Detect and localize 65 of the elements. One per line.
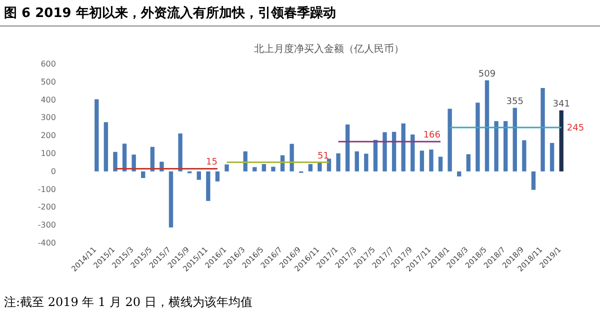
bar: [484, 80, 490, 172]
y-tick-label: 600: [40, 60, 56, 68]
bar: [122, 144, 127, 172]
chart-title: 图 6 2019 年初以来，外资流入有所加快，引领春季躁动: [4, 5, 336, 21]
bar: [503, 121, 508, 172]
bar: [429, 150, 434, 172]
bar: [392, 132, 396, 172]
bar: [336, 153, 340, 172]
bar: [550, 142, 554, 172]
bar: [326, 158, 332, 172]
bar: [522, 140, 526, 172]
bar: [494, 121, 498, 172]
bar: [354, 151, 359, 172]
bar: [262, 164, 266, 172]
bar: [308, 164, 313, 172]
bar: [373, 140, 378, 172]
y-tick-label: 0: [50, 166, 56, 176]
y-tick-label: 500: [40, 77, 56, 86]
data-label: 341: [552, 99, 570, 110]
bar: [271, 166, 276, 172]
bar: [476, 102, 480, 172]
bar: [345, 124, 350, 172]
y-tick-label: -300: [38, 220, 56, 230]
y-tick-label: 400: [40, 95, 56, 104]
data-label: 509: [478, 69, 496, 80]
bar: [382, 132, 387, 172]
y-tick-label: 100: [40, 149, 56, 158]
bar: [224, 164, 229, 172]
y-tick-label: -100: [38, 184, 56, 194]
y-tick-label: 300: [40, 113, 56, 122]
bar: [512, 108, 517, 172]
data-label: 51: [318, 151, 329, 162]
bar: [132, 154, 136, 172]
data-label: 15: [206, 158, 218, 168]
bar: [104, 122, 108, 172]
bar: [178, 133, 182, 172]
bar: [168, 171, 174, 228]
bar: [215, 171, 220, 182]
text: 注:截至 2019 年 1 月 20 日，横线为该年均值: [4, 295, 252, 309]
bar: [252, 167, 257, 172]
bar: [150, 146, 155, 172]
data-label: 245: [566, 124, 584, 134]
bar: [410, 134, 415, 172]
bar: [113, 152, 118, 172]
bar: [559, 110, 564, 172]
bar: [94, 99, 99, 172]
bar: [540, 88, 545, 172]
bar: [206, 171, 210, 201]
bar: [448, 108, 452, 172]
bar: [457, 171, 462, 176]
bar: [290, 144, 294, 172]
chart-subtitle: 北上月度净买入金额（亿人民币）: [254, 43, 404, 55]
bar: [196, 171, 201, 180]
y-tick-label: -400: [38, 238, 56, 248]
y-tick-label: -200: [38, 202, 56, 212]
bar: [141, 171, 146, 178]
bar: [531, 171, 536, 190]
bar: [466, 154, 471, 172]
y-tick-label: 200: [40, 131, 56, 140]
data-label: 166: [423, 130, 441, 141]
data-label: 355: [506, 96, 524, 107]
bar: [401, 123, 406, 172]
bar: [364, 154, 368, 172]
bar: [420, 150, 424, 172]
bar: [438, 156, 443, 172]
